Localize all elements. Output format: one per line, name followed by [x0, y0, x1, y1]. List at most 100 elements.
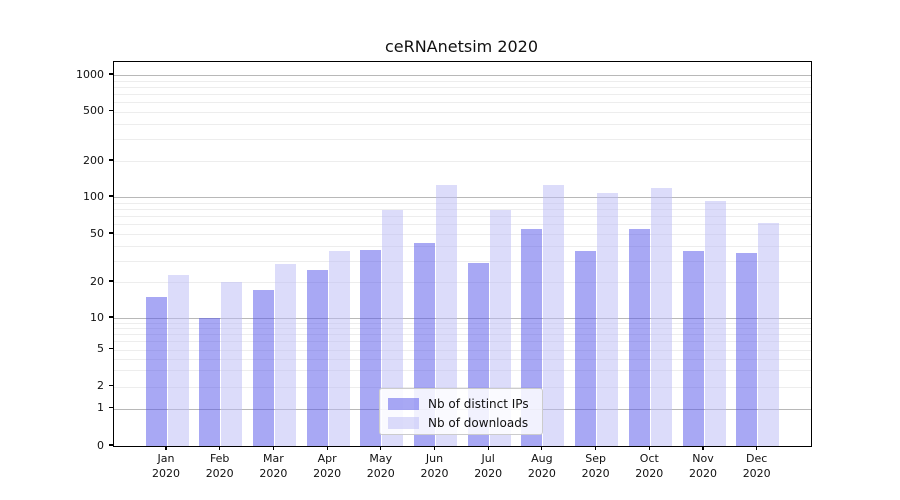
gridline-minor-800 — [114, 86, 811, 88]
gridline-minor-80 — [114, 208, 811, 210]
x-tick-label-apr: Apr 2020 — [313, 452, 342, 480]
y-tick-label-1000: 1000 — [76, 67, 104, 81]
x-tick-label-jul: Jul 2020 — [474, 452, 503, 480]
x-tick-label-dec: Dec 2020 — [742, 452, 771, 480]
y-tick-2 — [109, 384, 113, 387]
gridline-minor-2 — [114, 386, 811, 388]
gridline-minor-70 — [114, 216, 811, 218]
gridline-minor-60 — [114, 224, 811, 226]
legend-label-downloads: Nb of downloads — [428, 415, 529, 430]
x-tick-2 — [219, 446, 221, 450]
y-tick-label-100: 100 — [83, 189, 104, 203]
gridline-minor-600 — [114, 102, 811, 104]
x-tick-label-jun: Jun 2020 — [420, 452, 449, 480]
gridline-minor-8 — [114, 328, 811, 330]
bar-distinct-ips-jan — [145, 296, 167, 446]
y-tick-0 — [109, 444, 113, 446]
gridline-minor-50 — [114, 234, 811, 235]
gridline-minor-6 — [114, 341, 811, 343]
x-tick-3 — [272, 446, 274, 450]
gridline-minor-7 — [114, 334, 811, 336]
gridline-minor-200 — [114, 161, 811, 162]
y-tick-label-1: 1 — [97, 401, 104, 414]
x-tick-11 — [702, 446, 704, 450]
gridline-major-100 — [114, 197, 811, 198]
y-tick-1000 — [109, 73, 113, 75]
gridline-minor-700 — [114, 93, 811, 95]
gridline-major-10 — [114, 318, 811, 319]
y-tick-10 — [109, 316, 113, 318]
bar-distinct-ips-feb — [199, 318, 221, 446]
y-tick-1 — [109, 406, 113, 409]
bar-downloads-feb — [221, 282, 243, 446]
y-tick-20 — [109, 280, 113, 282]
gridline-minor-4 — [114, 358, 811, 360]
y-tick-50 — [109, 232, 113, 234]
legend-entry-downloads: Nb of downloads — [388, 413, 534, 432]
legend-entry-distinct-ips: Nb of distinct IPs — [388, 394, 534, 413]
bar-downloads-aug — [543, 184, 565, 446]
bar-downloads-sep — [597, 193, 619, 446]
bar-downloads-jan — [167, 274, 189, 446]
gridline-major-1000 — [114, 75, 811, 76]
x-tick-7 — [487, 446, 489, 450]
x-tick-4 — [326, 446, 328, 450]
gridline-minor-30 — [114, 260, 811, 262]
y-tick-label-5: 5 — [97, 342, 104, 355]
x-tick-label-sep: Sep 2020 — [581, 452, 610, 480]
x-tick-label-oct: Oct 2020 — [635, 452, 664, 480]
bar-distinct-ips-dec — [736, 252, 758, 446]
x-tick-8 — [541, 446, 543, 450]
bar-downloads-mar — [274, 264, 296, 446]
y-tick-label-50: 50 — [90, 226, 104, 240]
x-tick-label-may: May 2020 — [366, 452, 395, 480]
gridline-minor-3 — [114, 370, 811, 372]
legend-label-distinct-ips: Nb of distinct IPs — [428, 396, 529, 411]
x-tick-label-mar: Mar 2020 — [259, 452, 288, 480]
y-tick-label-200: 200 — [83, 153, 104, 167]
bar-distinct-ips-apr — [306, 270, 328, 446]
y-tick-label-500: 500 — [83, 104, 104, 118]
legend-swatch-distinct-ips — [388, 397, 419, 410]
chart-title: ceRNAnetsim 2020 — [384, 37, 539, 56]
gridline-minor-90 — [114, 202, 811, 204]
y-tick-label-10: 10 — [90, 310, 104, 324]
y-tick-200 — [109, 159, 113, 161]
x-tick-label-nov: Nov 2020 — [689, 452, 717, 480]
y-tick-label-20: 20 — [90, 274, 104, 288]
gridline-minor-9 — [114, 322, 811, 324]
bar-distinct-ips-mar — [252, 290, 274, 446]
gridline-minor-300 — [114, 139, 811, 141]
x-tick-6 — [433, 446, 436, 450]
y-tick-label-2: 2 — [97, 379, 104, 392]
bar-distinct-ips-oct — [628, 228, 650, 446]
y-tick-100 — [109, 195, 113, 197]
bar-downloads-oct — [650, 187, 672, 446]
legend-swatch-downloads — [388, 416, 419, 429]
bar-distinct-ips-nov — [682, 251, 704, 446]
bar-downloads-jun — [436, 185, 457, 446]
x-tick-12 — [756, 446, 758, 450]
gridline-minor-40 — [114, 245, 811, 247]
bar-distinct-ips-sep — [575, 251, 597, 446]
y-tick-500 — [109, 110, 113, 112]
x-tick-label-aug: Aug 2020 — [527, 452, 556, 480]
bar-downloads-nov — [704, 201, 726, 446]
bar-downloads-jul — [489, 209, 511, 446]
chart-legend: Nb of distinct IPs Nb of downloads — [379, 388, 543, 435]
bar-downloads-dec — [758, 222, 780, 446]
gridline-minor-400 — [114, 123, 811, 125]
x-tick-label-jan: Jan 2020 — [152, 452, 180, 480]
y-tick-label-0: 0 — [97, 438, 104, 452]
gridline-minor-5 — [114, 349, 811, 351]
x-tick-5 — [380, 446, 382, 450]
x-tick-label-feb: Feb 2020 — [205, 452, 234, 480]
x-tick-10 — [648, 446, 650, 450]
bar-downloads-apr — [328, 251, 350, 446]
bar-downloads-may — [382, 209, 404, 446]
gridline-minor-20 — [114, 282, 811, 283]
bar-distinct-ips-may — [360, 249, 382, 446]
y-tick-5 — [109, 347, 113, 350]
x-tick-9 — [595, 446, 597, 450]
